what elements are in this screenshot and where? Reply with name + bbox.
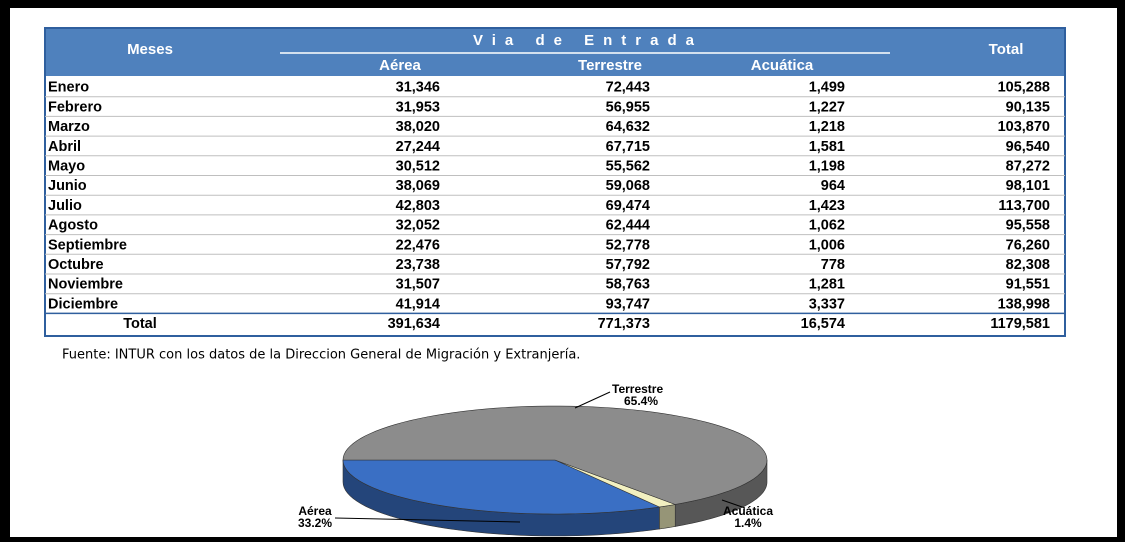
cell-value: 1,198 — [809, 158, 845, 174]
cell-month: Abril — [48, 139, 81, 155]
cell-month: Febrero — [48, 99, 102, 115]
cell-month: Mayo — [48, 158, 85, 174]
total-cell: 771,373 — [598, 316, 650, 332]
leader-line — [721, 499, 746, 509]
cell-month: Marzo — [48, 119, 90, 135]
total-cell: Total — [123, 316, 157, 332]
cell-value: 67,715 — [606, 139, 650, 155]
cell-value: 59,068 — [606, 178, 650, 194]
cell-value: 58,763 — [606, 277, 650, 293]
header-col: Aérea — [379, 57, 421, 74]
cell-month: Enero — [48, 80, 89, 96]
cell-month: Noviembre — [48, 277, 123, 293]
cell-value: 42,803 — [396, 198, 440, 214]
leader-line — [334, 517, 521, 523]
cell-value: 31,346 — [396, 80, 440, 96]
cell-value: 64,632 — [606, 119, 650, 135]
cell-value: 52,778 — [606, 237, 650, 253]
cell-value: 87,272 — [1006, 158, 1050, 174]
cell-month: Octubre — [48, 257, 104, 273]
leader-line — [574, 391, 611, 409]
cell-value: 31,507 — [396, 277, 440, 293]
cell-value: 98,101 — [1006, 178, 1050, 194]
header-via: Via de Entrada — [473, 32, 703, 49]
cell-value: 56,955 — [606, 99, 650, 115]
header-meses: Meses — [127, 41, 173, 58]
total-cell: 391,634 — [388, 316, 440, 332]
cell-value: 103,870 — [998, 119, 1050, 135]
table-border — [44, 27, 1066, 337]
cell-value: 69,474 — [606, 198, 650, 214]
cell-value: 778 — [821, 257, 845, 273]
cell-value: 96,540 — [1006, 139, 1050, 155]
cell-value: 31,953 — [396, 99, 440, 115]
cell-value: 30,512 — [396, 158, 440, 174]
pie-value-label: 1.4% — [734, 516, 762, 530]
cell-value: 1,499 — [809, 80, 845, 96]
cell-value: 138,998 — [998, 296, 1050, 312]
pie-value-label: 33.2% — [298, 516, 332, 530]
cell-value: 82,308 — [1006, 257, 1050, 273]
cell-month: Diciembre — [48, 296, 118, 312]
cell-month: Septiembre — [48, 237, 127, 253]
pie-label: Acuática — [723, 504, 773, 518]
cell-value: 1,581 — [809, 139, 845, 155]
cell-value: 32,052 — [396, 218, 440, 234]
source-note: Fuente: INTUR con los datos de la Direcc… — [62, 348, 580, 363]
total-cell: 1179,581 — [990, 316, 1050, 332]
cell-value: 1,423 — [809, 198, 845, 214]
cell-month: Julio — [48, 198, 82, 214]
cell-value: 1,281 — [809, 277, 845, 293]
cell-value: 95,558 — [1006, 218, 1050, 234]
cell-value: 1,227 — [809, 99, 845, 115]
cell-value: 22,476 — [396, 237, 440, 253]
cell-value: 76,260 — [1006, 237, 1050, 253]
pie-label: Aérea — [298, 504, 332, 518]
pie-value-label: 65.4% — [624, 394, 658, 408]
cell-value: 1,006 — [809, 237, 845, 253]
pie-slice — [342, 405, 768, 505]
cell-value: 41,914 — [396, 296, 440, 312]
cell-value: 38,069 — [396, 178, 440, 194]
cell-value: 105,288 — [998, 80, 1050, 96]
pie-slice — [554, 459, 677, 508]
pie-side — [659, 504, 676, 530]
cell-value: 55,562 — [606, 158, 650, 174]
cell-value: 93,747 — [606, 296, 650, 312]
pie-slice — [342, 459, 661, 515]
cell-value: 23,738 — [396, 257, 440, 273]
total-cell: 16,574 — [801, 316, 845, 332]
cell-month: Agosto — [48, 218, 98, 234]
cell-value: 62,444 — [606, 218, 650, 234]
cell-value: 1,218 — [809, 119, 845, 135]
cell-value: 90,135 — [1006, 99, 1050, 115]
cell-value: 113,700 — [998, 198, 1050, 214]
cell-value: 3,337 — [809, 296, 845, 312]
cell-value: 57,792 — [606, 257, 650, 273]
table-header — [45, 28, 1065, 76]
cell-month: Junio — [48, 178, 87, 194]
header-col: Terrestre — [578, 57, 642, 74]
cell-value: 1,062 — [809, 218, 845, 234]
header-col: Acuática — [751, 57, 814, 74]
cell-value: 38,020 — [396, 119, 440, 135]
cell-value: 964 — [821, 178, 845, 194]
table-body: Enero 31,346 72,443 1,499 105,288 Febrero 31,9… — [45, 80, 1065, 332]
header-total: Total — [989, 41, 1024, 58]
cell-value: 91,551 — [1006, 277, 1050, 293]
pie-label: Terrestre — [612, 382, 663, 396]
cell-value: 72,443 — [606, 80, 650, 96]
cell-value: 27,244 — [396, 139, 440, 155]
